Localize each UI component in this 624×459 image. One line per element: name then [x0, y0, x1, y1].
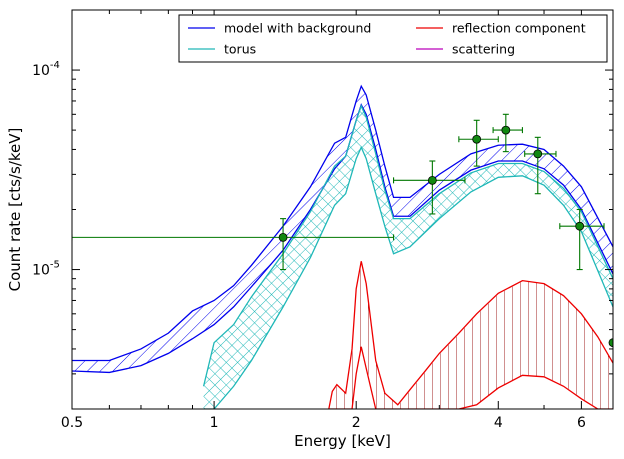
y-axis-label: Count rate [cts/s/keV] — [6, 128, 24, 292]
legend-label-scattering: scattering — [452, 42, 515, 57]
legend-label-model: model with background — [224, 21, 371, 36]
band-model — [72, 86, 613, 373]
data-marker — [501, 125, 511, 135]
line-lower-torus — [203, 145, 613, 409]
x-tick-label: 1 — [210, 415, 219, 431]
x-tick-label: 4 — [494, 415, 503, 431]
x-tick-label: 2 — [352, 415, 361, 431]
data-marker — [608, 338, 613, 348]
data-point — [524, 136, 557, 195]
data-marker — [472, 134, 482, 144]
x-tick-label: 6 — [577, 415, 586, 431]
line-lower-reflection — [328, 346, 613, 409]
line-upper-reflection — [328, 261, 613, 409]
data-marker — [427, 175, 437, 185]
axis-ticks: 0.5 1 2 4 6 10-5 10-4 — [32, 9, 614, 431]
line-upper-model — [72, 84, 613, 362]
data-point — [458, 119, 499, 167]
line-upper-torus — [202, 104, 613, 387]
data-points — [72, 113, 613, 348]
data-marker — [278, 232, 288, 242]
band-reflection — [328, 261, 613, 409]
data-marker — [575, 221, 585, 231]
x-axis-label: Energy [keV] — [294, 432, 391, 450]
data-marker — [533, 149, 543, 159]
data-point — [559, 208, 605, 271]
legend-label-torus: torus — [224, 42, 256, 57]
band-torus — [203, 106, 613, 409]
data-point — [492, 113, 523, 153]
data-point — [72, 218, 395, 271]
y-tick-label: 10-4 — [32, 60, 60, 79]
series-bands — [72, 84, 613, 409]
y-tick-label: 10-5 — [32, 260, 60, 279]
data-point — [393, 160, 466, 215]
x-tick-label: 0.5 — [61, 415, 83, 431]
legend: model with background reflection compone… — [178, 14, 608, 63]
legend-label-reflection: reflection component — [452, 21, 586, 36]
legend-box — [178, 14, 608, 63]
